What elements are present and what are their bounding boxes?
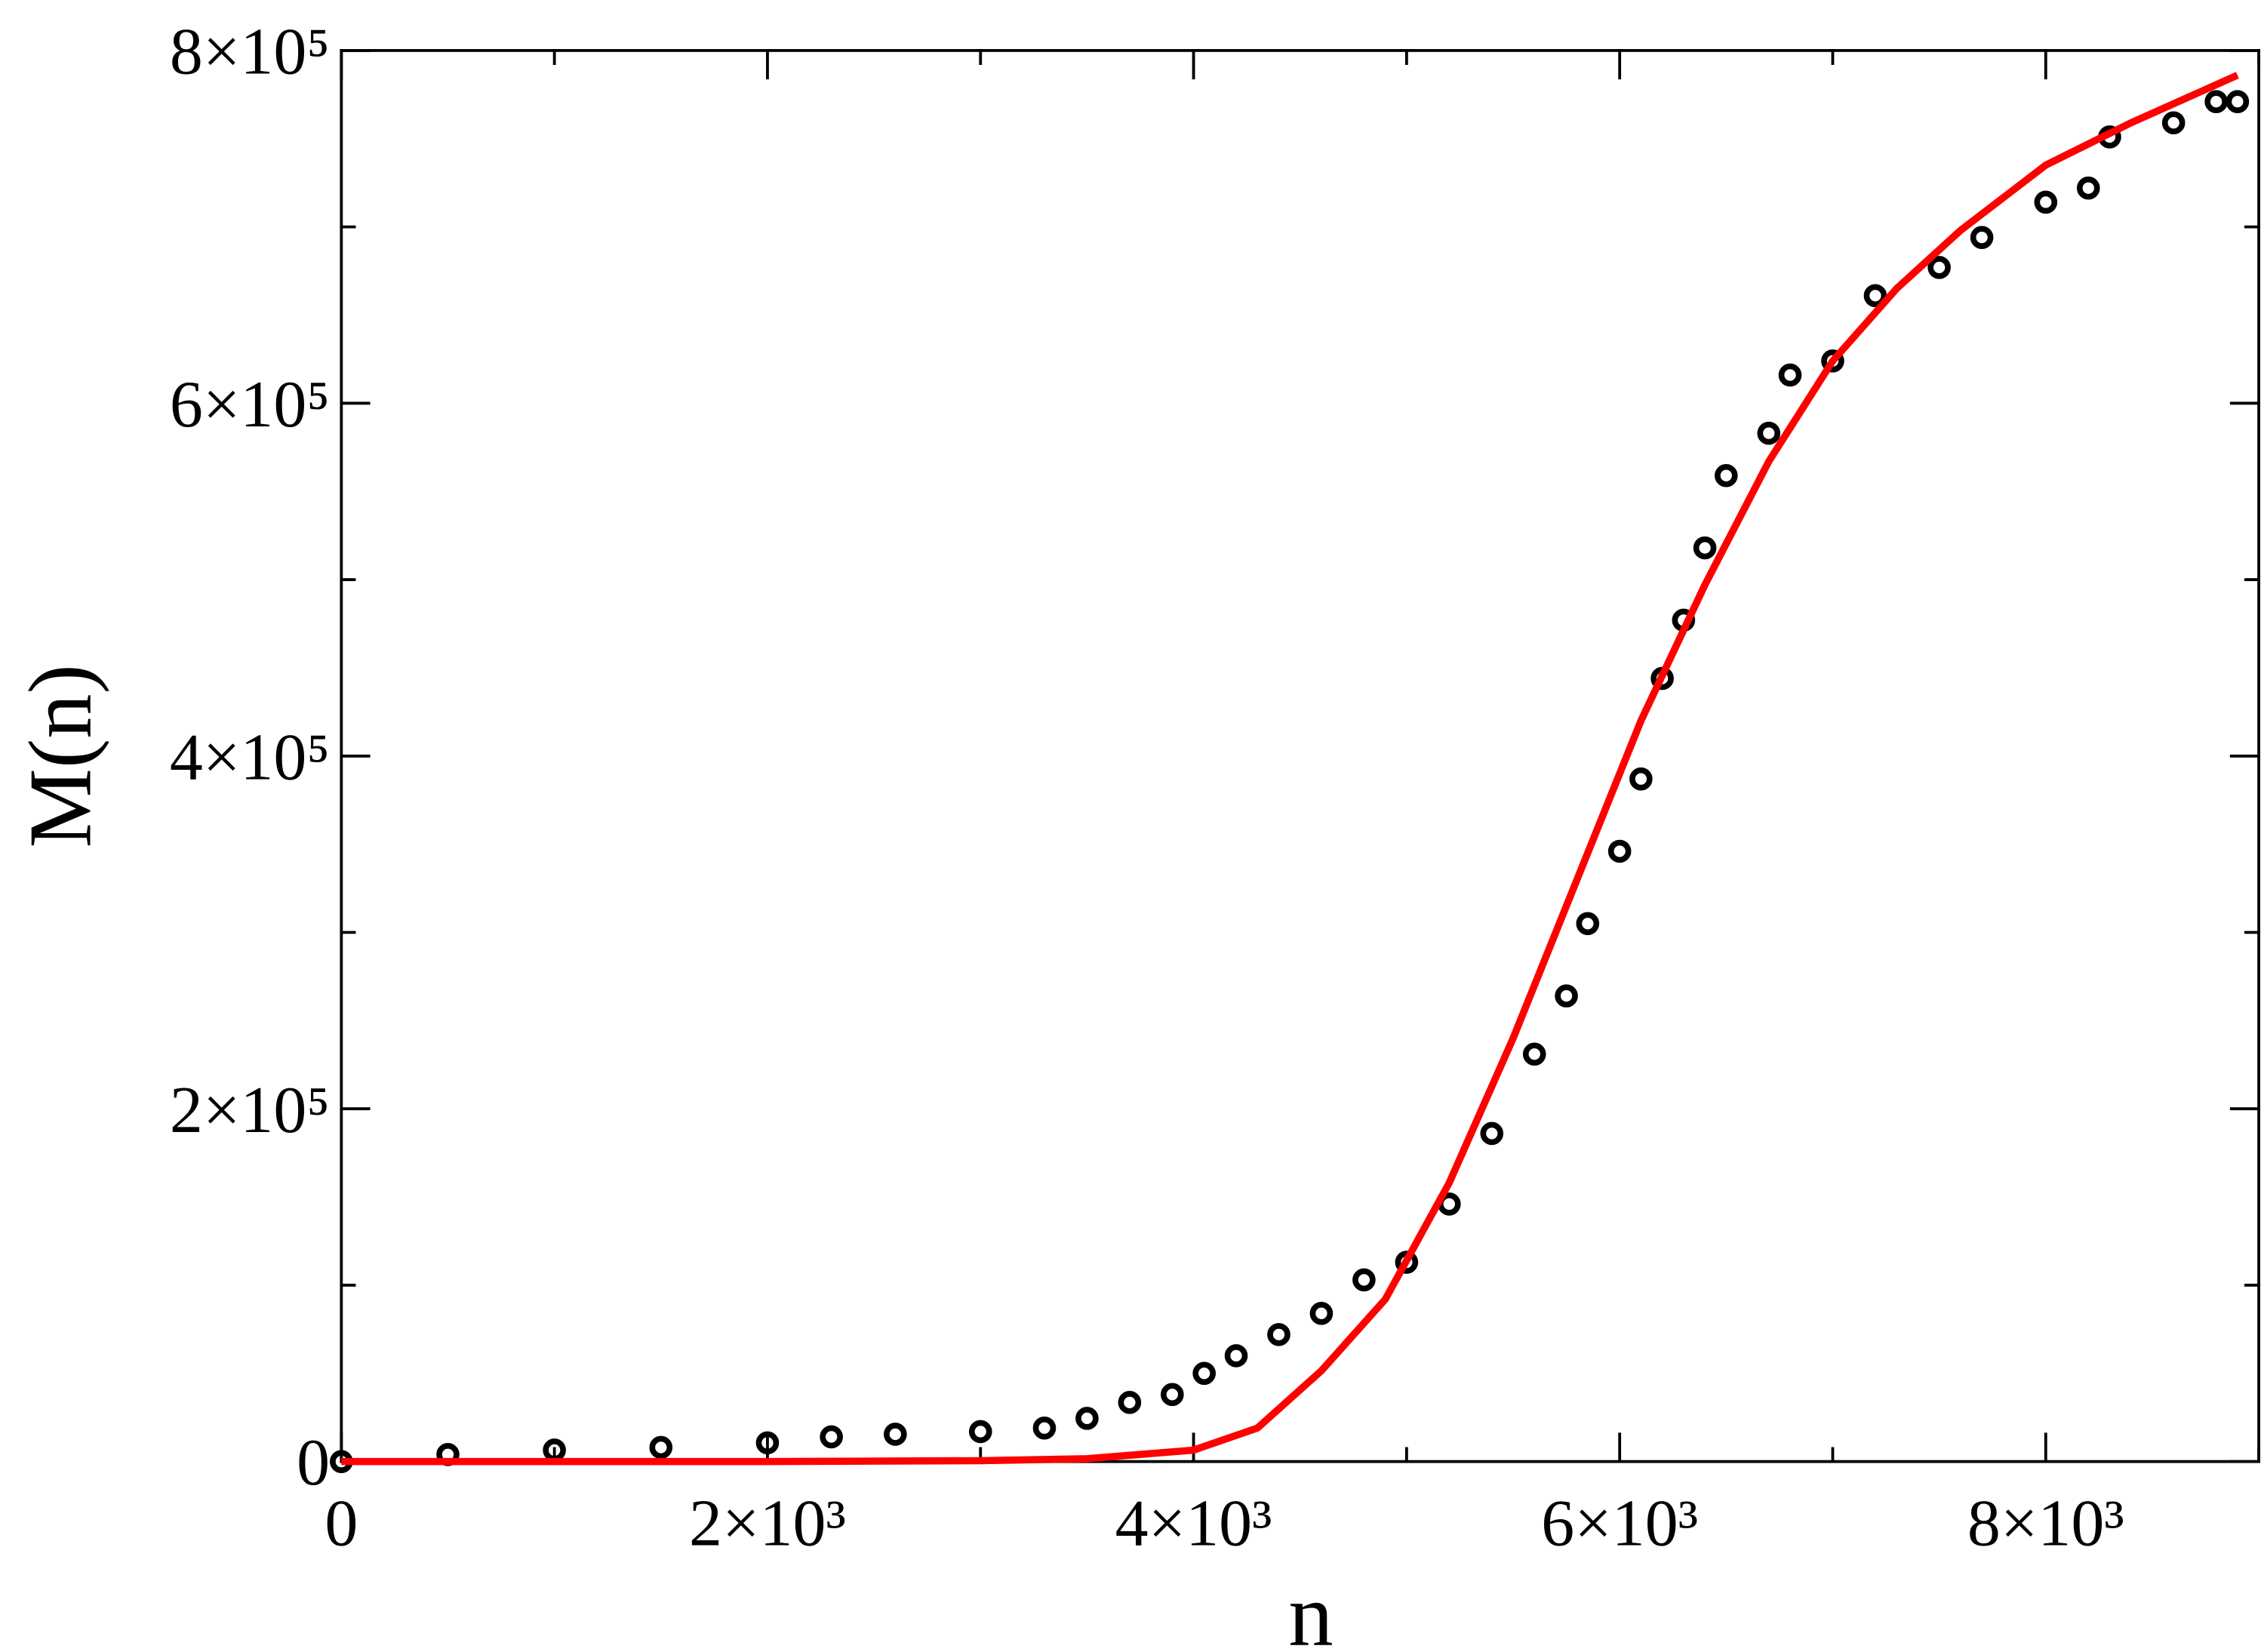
y-axis-label: M(n) bbox=[11, 664, 110, 848]
x-tick-label: 4×10³ bbox=[1115, 1487, 1272, 1561]
x-tick-label: 2×10³ bbox=[689, 1487, 846, 1561]
data-point bbox=[1757, 421, 1781, 445]
data-point bbox=[649, 1435, 673, 1460]
data-point bbox=[1555, 984, 1578, 1008]
y-tick-label: 2×10⁵ bbox=[170, 1074, 330, 1147]
data-point bbox=[1970, 226, 1994, 249]
data-point bbox=[820, 1425, 843, 1449]
x-tick-label: 8×10³ bbox=[1967, 1487, 2124, 1561]
y-tick-label: 0 bbox=[297, 1426, 330, 1500]
data-point bbox=[1161, 1383, 1184, 1407]
data-point bbox=[884, 1423, 907, 1446]
data-point bbox=[1032, 1416, 1057, 1440]
data-point bbox=[1778, 363, 1802, 387]
x-tick-label: 0 bbox=[325, 1487, 358, 1561]
data-point bbox=[1629, 767, 1653, 791]
data-point bbox=[2161, 111, 2186, 135]
data-point bbox=[1927, 256, 1951, 279]
data-point bbox=[1267, 1323, 1290, 1346]
data-point bbox=[1480, 1121, 1504, 1146]
data-point bbox=[755, 1431, 780, 1455]
data-point bbox=[1309, 1302, 1333, 1325]
y-tick-label: 8×10⁵ bbox=[170, 16, 330, 89]
fit-line bbox=[341, 72, 2239, 1466]
data-point bbox=[1192, 1361, 1216, 1386]
data-point bbox=[968, 1420, 992, 1444]
data-point bbox=[1522, 1042, 1546, 1066]
data-point bbox=[2076, 176, 2100, 200]
data-point bbox=[1224, 1344, 1248, 1367]
x-axis-label: n bbox=[1288, 1564, 1333, 1652]
data-point bbox=[1693, 536, 1717, 560]
data-point bbox=[2226, 90, 2250, 113]
data-point bbox=[1576, 912, 1600, 936]
data-point bbox=[1863, 284, 1887, 308]
data-point bbox=[2204, 90, 2228, 113]
y-tick-label: 6×10⁵ bbox=[170, 368, 330, 441]
data-point bbox=[1075, 1407, 1099, 1430]
data-point bbox=[2034, 190, 2058, 214]
data-point bbox=[1352, 1268, 1376, 1292]
data-point bbox=[1715, 463, 1738, 488]
plot-frame bbox=[340, 49, 2261, 1463]
x-tick-label: 6×10³ bbox=[1541, 1487, 1698, 1561]
data-point bbox=[1607, 839, 1632, 863]
y-tick-label: 4×10⁵ bbox=[170, 721, 330, 794]
data-point bbox=[1821, 349, 1844, 373]
data-point bbox=[1118, 1391, 1142, 1414]
